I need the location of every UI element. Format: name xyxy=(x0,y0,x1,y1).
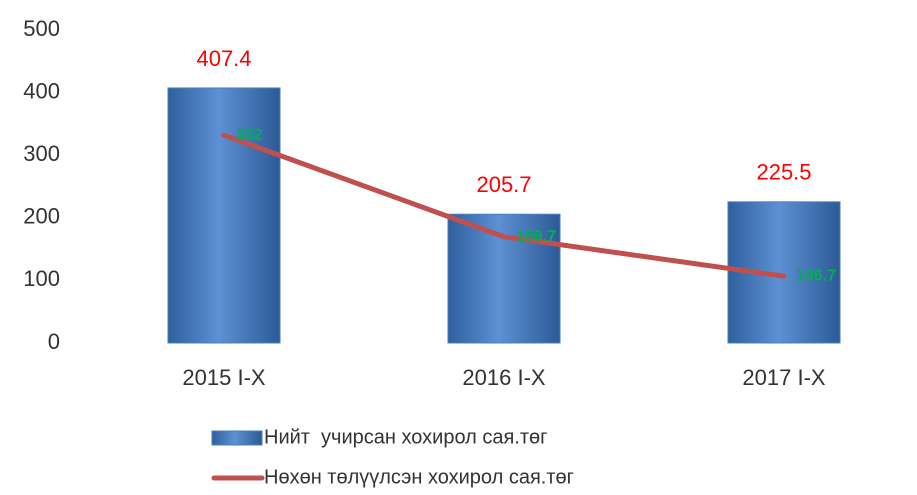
bar xyxy=(167,87,281,344)
y-tick-label: 400 xyxy=(23,78,60,103)
x-tick-label: 2017 I-X xyxy=(742,365,825,390)
legend-swatch xyxy=(211,430,263,446)
x-tick-label: 2015 I-X xyxy=(182,365,265,390)
y-tick-label: 200 xyxy=(23,204,60,229)
x-tick-label: 2016 I-X xyxy=(462,365,545,390)
y-tick-label: 500 xyxy=(23,16,60,41)
line xyxy=(221,132,787,279)
bar-value-label: 225.5 xyxy=(756,160,811,185)
line-value-label: 169.7 xyxy=(516,228,556,245)
y-tick-label: 300 xyxy=(23,141,60,166)
y-tick-label: 100 xyxy=(23,266,60,291)
line-value-label: 332 xyxy=(236,126,263,143)
y-tick-label: 0 xyxy=(48,329,60,354)
legend-label: Нөхөн төлүүлсэн хохирол сая.төг xyxy=(264,466,574,488)
bar-value-label: 205.7 xyxy=(476,172,531,197)
line-value-label: 106.7 xyxy=(796,267,836,284)
bar-value-label: 407.4 xyxy=(196,46,251,71)
legend-label: Нийт учирсан хохирол сая.төг xyxy=(264,426,547,448)
